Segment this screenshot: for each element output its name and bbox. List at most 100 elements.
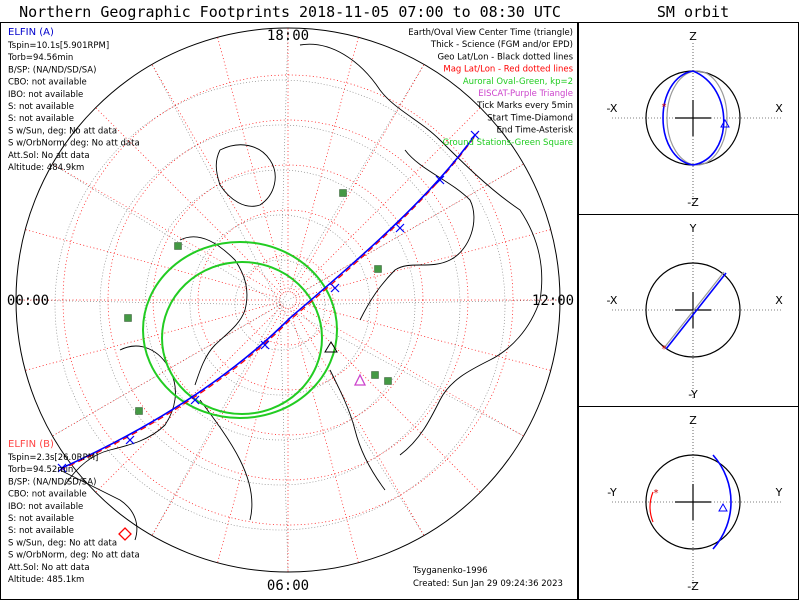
mag-lat-circle [242,254,334,346]
sat-info-line: S w/Sun, deg: No att data [8,538,117,548]
legend-entry: Start Time-Diamond [487,113,573,123]
legend: Earth/Oval View Center Time (triangle) Th… [408,28,573,148]
ground-station-square [124,314,132,322]
geo-lat-circle [144,169,416,441]
mlt-right: 12:00 [532,293,574,309]
ground-stations [124,189,392,415]
sat-info-line: B/SP: (NA/ND/SD/SA) [8,477,96,487]
oval-inner [161,261,323,415]
oval-outer [142,241,338,419]
coast-europe [329,369,386,491]
sat-info-line: S: not available [8,526,74,536]
mag-grid [16,28,560,572]
sm-axis-label-left: -X [607,102,618,115]
legend-entry: Ground Stations-Green Square [443,138,573,148]
orbit-b [666,70,728,166]
coastlines [59,43,543,541]
ground-station-square [339,189,347,197]
sm-axis-label-up: Y [689,222,697,235]
ground-station-square [135,407,143,415]
sat-info-line: CBO: not available [8,490,87,500]
orbit-marker: * [661,102,667,113]
sm-axis-label-right: X [775,294,783,307]
sat-info-line: S w/OrbNorm, deg: No att data [8,139,140,149]
sat-info-line: Tspin=2.3s[26.0RPM] [7,453,98,463]
geo-lon-line [151,64,281,306]
sat-info-line: Tspin=10.1s[5.901RPM] [7,41,109,51]
auroral-oval [142,241,338,419]
orbit-b [663,271,725,349]
sat-info-line: Altitude: 484.9km [8,163,84,173]
legend-entry: Tick Marks every 5min [476,101,573,111]
mag-lat-circle [197,209,379,391]
track-tick [395,223,405,233]
sm-axis-label-down: -Y [688,388,698,401]
sat-info-line: CBO: not available [8,78,87,88]
sat-b-info: ELFIN (B) Tspin=2.3s[26.0RPM] Torb=94.52m… [7,439,140,585]
coast-asia-north [359,149,475,321]
orbit-b [649,491,654,523]
eiscat-triangle [353,373,367,386]
sm-axis-label-left: -X [607,294,618,307]
legend-entry: Auroral Oval-Green, kp=2 [463,77,573,87]
geo-lat-circle [189,214,371,396]
geo-lon-line [279,304,524,437]
sm-axis-label-up: Z [689,414,697,427]
sat-info-line: S: not available [8,114,74,124]
sat-info-line: IBO: not available [8,502,83,512]
track-tick [57,463,67,473]
legend-entry: Thick - Science (FGM and/or EPD) [430,40,573,50]
geo-lon-line [279,304,289,573]
sat-info-line: IBO: not available [8,90,83,100]
chart-title: Northern Geographic Footprints 2018-11-0… [19,3,561,21]
coast-eurasia [299,43,543,456]
orbit-triangle [720,118,730,128]
ground-station-square [371,371,379,379]
ground-station-square [384,377,392,385]
track-b [59,131,479,471]
orbit-a [662,70,725,166]
mlt-bottom: 06:00 [267,578,309,594]
geo-lon-line [151,304,281,536]
sat-a-name: ELFIN (A) [8,27,54,38]
sat-b-name: ELFIN (B) [8,439,54,450]
track-tick [435,175,445,185]
sm-axis-label-down: -Z [687,580,699,593]
coast-america [64,345,176,486]
orbit-a [712,454,732,550]
coast-alaska [59,469,138,541]
start-diamond [118,527,132,541]
view-center-triangle [324,341,338,353]
polar-map [15,27,561,573]
track-a [61,134,476,469]
orbit-marker: * [653,488,659,499]
orbit-triangle [718,502,728,512]
footprint-tracks [57,130,480,541]
mlt-left: 00:00 [7,293,49,309]
sm-earth [645,454,741,550]
sat-info-line: Att.Sol: No att data [8,563,90,573]
ground-station-square [374,265,382,273]
geo-lon-line [279,27,289,306]
sm-axis-label-down: -Z [687,196,699,209]
track-tick [470,130,480,140]
sat-info-line: S w/OrbNorm, deg: No att data [8,551,140,561]
track-tick [190,395,200,405]
track-tick [330,283,340,293]
legend-entry: Geo Lat/Lon - Black dotted lines [437,52,573,62]
legend-entry: EISCAT-Purple Triangle [478,89,573,99]
orbit-marker: * [661,344,667,355]
sm-axis-label-up: Z [689,30,697,43]
sat-info-line: S w/Sun, deg: No att data [8,126,117,136]
geo-lat-circle [99,124,461,486]
sat-info-line: Altitude: 485.1km [8,575,84,585]
track-tick [260,340,270,350]
sm-axis-label-right: Y [775,486,783,499]
sat-info-line: Att.Sol: No att data [8,151,90,161]
track-tick [125,435,135,445]
sm-title: SM orbit [657,3,729,21]
sm-panel: * Z -Z -Y Y [607,414,782,593]
legend-entry: End Time-Asterisk [496,126,573,136]
sm-panel: * Y -Y -X X [607,222,784,401]
